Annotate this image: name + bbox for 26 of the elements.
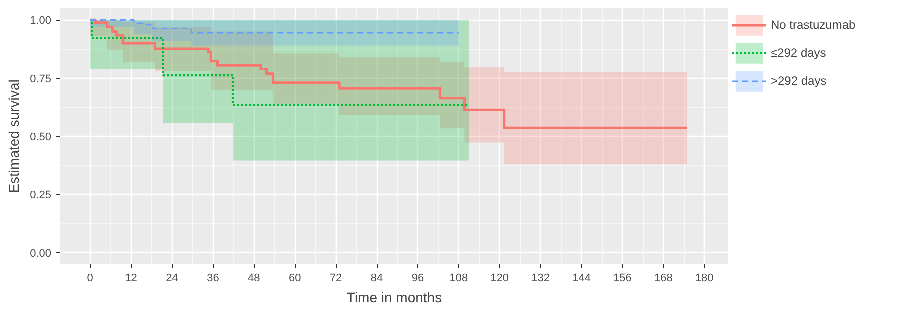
legend-label: ≤292 days xyxy=(771,46,826,60)
x-tick-label: 12 xyxy=(125,272,138,284)
x-tick-label: 156 xyxy=(614,272,632,284)
y-tick-label: 0.50 xyxy=(30,132,52,144)
x-tick-label: 0 xyxy=(87,272,94,284)
legend-label: >292 days xyxy=(771,74,827,88)
legend-label: No trastuzumab xyxy=(771,18,856,32)
x-tick-label: 84 xyxy=(370,272,384,284)
y-tick-label: 0.00 xyxy=(30,248,52,260)
x-tick-label: 180 xyxy=(695,272,714,284)
y-tick-label: 0.25 xyxy=(30,190,52,202)
x-tick-label: 36 xyxy=(207,272,220,284)
x-tick-label: 108 xyxy=(450,272,468,284)
y-axis-title: Estimated survival xyxy=(6,80,22,194)
x-tick-label: 132 xyxy=(532,272,550,284)
x-tick-label: 96 xyxy=(412,272,424,284)
x-axis-title: Time in months xyxy=(346,290,442,306)
x-tick-label: 48 xyxy=(248,272,260,284)
x-tick-label: 144 xyxy=(572,272,591,284)
y-tick-label: 0.75 xyxy=(30,73,52,86)
x-tick-label: 60 xyxy=(288,272,302,284)
x-tick-label: 120 xyxy=(490,272,510,284)
x-tick-label: 168 xyxy=(654,272,673,284)
y-tick-label: 1.00 xyxy=(30,15,52,28)
x-tick-label: 24 xyxy=(166,272,178,284)
x-tick-label: 72 xyxy=(330,272,342,284)
